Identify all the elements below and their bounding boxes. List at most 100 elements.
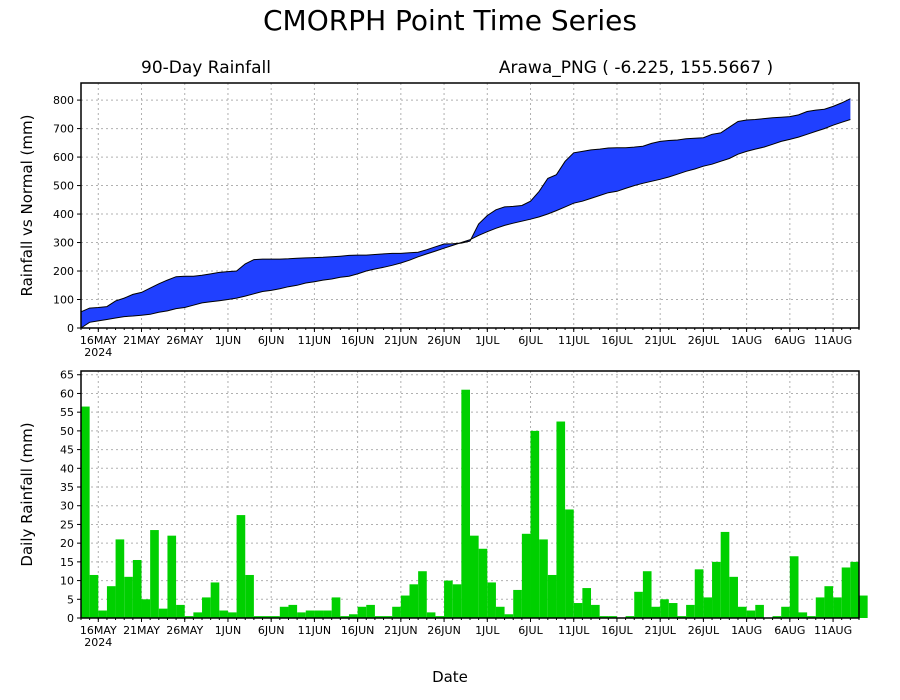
daily-rain-bar <box>374 616 384 618</box>
y-tick-label: 400 <box>53 208 74 221</box>
daily-rain-bar <box>513 589 522 618</box>
daily-rain-bar <box>392 606 401 618</box>
daily-rain-bar <box>167 535 177 618</box>
daily-rain-bar <box>781 606 790 618</box>
daily-rain-bar <box>348 614 358 618</box>
daily-rain-bar <box>184 616 194 618</box>
daily-rain-bar <box>573 603 583 618</box>
plot-frame <box>80 82 860 329</box>
daily-rain-bar <box>755 604 764 618</box>
daily-rain-bar <box>789 556 799 618</box>
daily-rain-bar <box>115 539 125 618</box>
y-tick-label: 50 <box>60 425 74 438</box>
x-tick-label: 26JUN <box>427 334 461 347</box>
daily-rain-bar <box>245 574 254 618</box>
daily-rain-bar <box>81 406 90 618</box>
daily-rain-bar <box>677 616 687 618</box>
daily-rain-bar <box>132 559 142 618</box>
y-tick-label: 35 <box>60 481 74 494</box>
daily-rain-bar <box>608 616 617 618</box>
daily-rain-bar <box>642 571 652 618</box>
daily-rain-bar <box>625 616 635 618</box>
daily-rain-bar <box>124 576 133 618</box>
x-tick-label: 21JUN <box>384 624 418 637</box>
x-tick-label: 11JUN <box>298 624 332 637</box>
daily-rain-bar <box>106 586 116 618</box>
daily-rain-bar <box>288 604 298 618</box>
daily-rain-bar <box>435 616 445 618</box>
x-tick-label: 11AUG <box>814 624 852 637</box>
daily-rain-bar <box>487 582 496 618</box>
daily-rain-bar <box>193 612 203 618</box>
daily-rain-bar <box>660 599 669 618</box>
year-label: 2024 <box>84 346 112 359</box>
daily-rain-bar <box>297 612 306 618</box>
y-tick-label: 200 <box>53 265 74 278</box>
daily-rain-bar <box>262 616 272 618</box>
y-tick-label: 25 <box>60 518 74 531</box>
subtitle-left: 90-Day Rainfall <box>141 58 271 78</box>
x-tick-label: 11JUL <box>558 624 590 637</box>
x-tick-label: 16JUN <box>341 624 375 637</box>
daily-rain-bar <box>236 515 246 618</box>
x-tick-label: 21JUN <box>384 334 418 347</box>
daily-rain-bar <box>694 569 704 618</box>
daily-rain-bar <box>219 610 228 618</box>
x-tick-label: 26JUL <box>688 624 720 637</box>
daily-rain-bar <box>686 604 695 618</box>
x-tick-label: 1AUG <box>731 334 762 347</box>
y-tick-label: 500 <box>53 180 74 193</box>
x-tick-label: 16JUL <box>601 624 633 637</box>
y-tick-label: 700 <box>53 123 74 136</box>
daily-rain-bar <box>176 604 185 618</box>
x-tick-label: 1JUN <box>215 334 242 347</box>
daily-rain-bar <box>521 533 531 618</box>
x-tick-label: 6AUG <box>774 624 805 637</box>
x-tick-label: 11JUL <box>558 334 590 347</box>
x-axis-label: Date <box>432 668 468 686</box>
daily-rain-bar <box>452 584 462 618</box>
x-tick-label: 1AUG <box>731 624 762 637</box>
daily-rain-bar <box>141 599 151 618</box>
daily-rain-bar <box>833 597 842 618</box>
daily-rain-bar <box>357 606 367 618</box>
y-tick-label: 45 <box>60 444 74 457</box>
x-tick-label: 6JUN <box>258 624 285 637</box>
daily-rain-bar <box>703 597 713 618</box>
x-tick-label: 26JUL <box>688 334 720 347</box>
x-tick-label: 6AUG <box>774 334 805 347</box>
daily-rain-bar <box>720 531 730 618</box>
daily-rain-bar <box>651 606 661 618</box>
daily-rain-bar <box>556 421 566 618</box>
daily-rain-bar <box>746 610 756 618</box>
daily-rain-bar <box>798 612 808 618</box>
daily-rain-bar <box>279 606 289 618</box>
daily-rain-bar <box>202 597 211 618</box>
daily-rain-bar <box>158 608 168 618</box>
daily-rain-bar <box>668 603 678 618</box>
daily-rain-bar <box>305 610 315 618</box>
x-tick-label: 11JUN <box>298 334 332 347</box>
daily-rain-bar <box>824 586 834 618</box>
daily-rain-bar <box>227 612 237 618</box>
daily-rain-bar <box>634 591 643 618</box>
y-tick-label: 65 <box>60 369 74 382</box>
daily-rain-bar <box>470 535 479 618</box>
year-label: 2024 <box>84 636 112 649</box>
y-tick-label: 30 <box>60 500 74 513</box>
daily-rain-bar <box>539 539 548 618</box>
daily-rain-bar <box>314 610 324 618</box>
daily-rain-bar <box>323 610 332 618</box>
daily-rain-bar <box>89 574 99 618</box>
daily-rain-bar <box>409 584 419 618</box>
daily-rain-bar <box>599 616 609 618</box>
y-tick-label: 100 <box>53 294 74 307</box>
x-tick-label: 1JUL <box>475 624 500 637</box>
daily-rain-bar <box>582 588 592 618</box>
daily-rain-bar <box>340 616 349 618</box>
daily-rain-bar <box>418 571 427 618</box>
rainfall-vs-normal-area <box>81 98 851 328</box>
daily-rain-bar <box>383 616 393 618</box>
x-tick-label: 1JUN <box>215 624 242 637</box>
